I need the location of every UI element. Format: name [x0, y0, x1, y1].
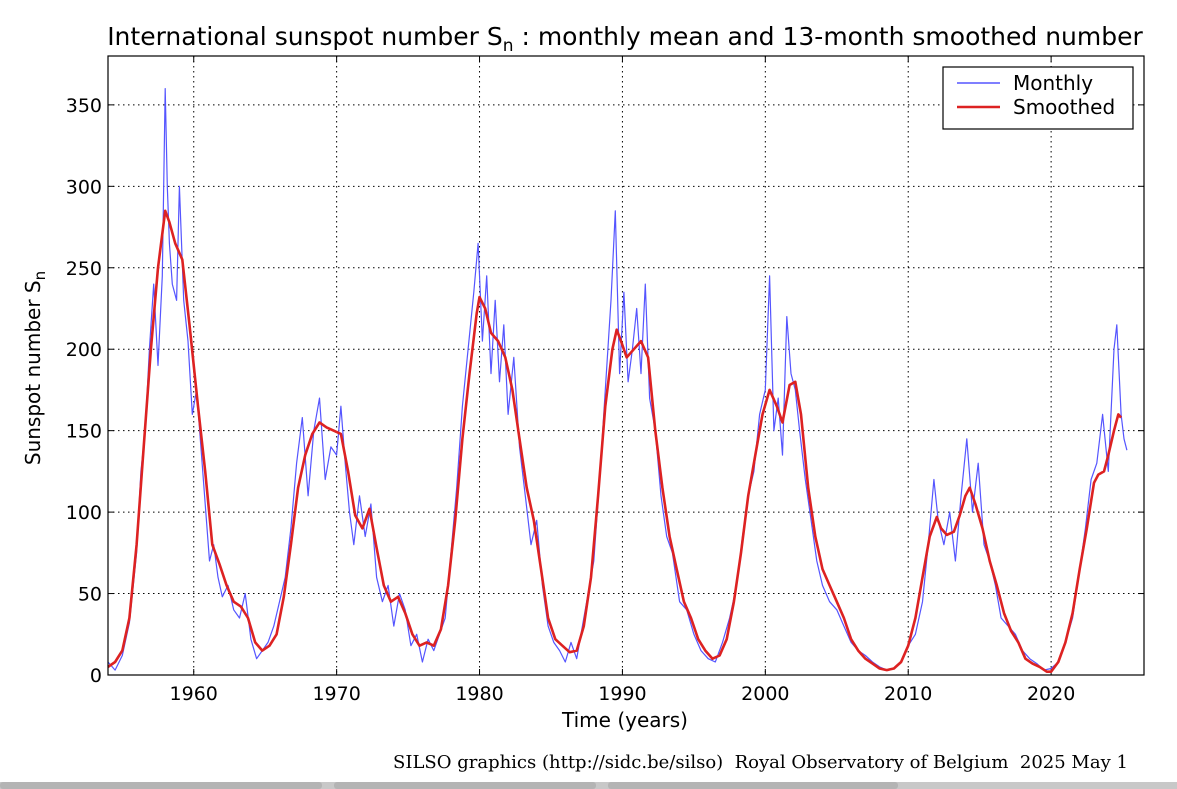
y-tick-label: 100: [66, 502, 102, 524]
axis-ticks: 1960 1970 1980 1990 2000 2010 2020 0 50 100 150 200…: [66, 56, 1144, 705]
y-tick-label: 250: [66, 258, 102, 280]
series-layer: [107, 88, 1128, 673]
y-tick-label: 350: [66, 95, 102, 117]
bottom-bar-segment: [0, 782, 322, 789]
x-tick-label: 2000: [741, 683, 789, 705]
bottom-bar-segment: [608, 782, 898, 789]
y-tick-label: 200: [66, 339, 102, 361]
series-line-smoothed: [107, 209, 1123, 673]
legend-label-monthly: Monthly: [1013, 71, 1093, 95]
legend-label-smoothed: Smoothed: [1013, 95, 1115, 119]
y-tick-label: 50: [78, 584, 102, 606]
x-axis-label: Time (years): [561, 708, 688, 732]
y-tick-label: 150: [66, 421, 102, 443]
credit-text: SILSO graphics (http://sidc.be/silso) Ro…: [393, 752, 1128, 773]
y-axis-label: Sunspot number Sn: [21, 271, 49, 465]
x-tick-label: 1970: [312, 683, 360, 705]
plot-frame: [107, 55, 1145, 676]
bottom-bar-segment: [334, 782, 596, 789]
grid-lines: [108, 56, 1144, 675]
chart-title: International sunspot number Sn : monthl…: [107, 22, 1143, 56]
x-tick-label: 1980: [455, 683, 503, 705]
legend-box: [942, 66, 1134, 130]
y-tick-label: 0: [90, 665, 102, 687]
y-tick-label: 300: [66, 176, 102, 198]
x-tick-label: 1990: [598, 683, 646, 705]
x-tick-label: 2010: [884, 683, 932, 705]
x-tick-label: 2020: [1027, 683, 1075, 705]
series-line-monthly: [107, 88, 1128, 671]
legend: Monthly Smoothed: [942, 66, 1134, 130]
bottom-scroll-bar: [0, 782, 1177, 789]
x-tick-label: 1960: [170, 683, 218, 705]
